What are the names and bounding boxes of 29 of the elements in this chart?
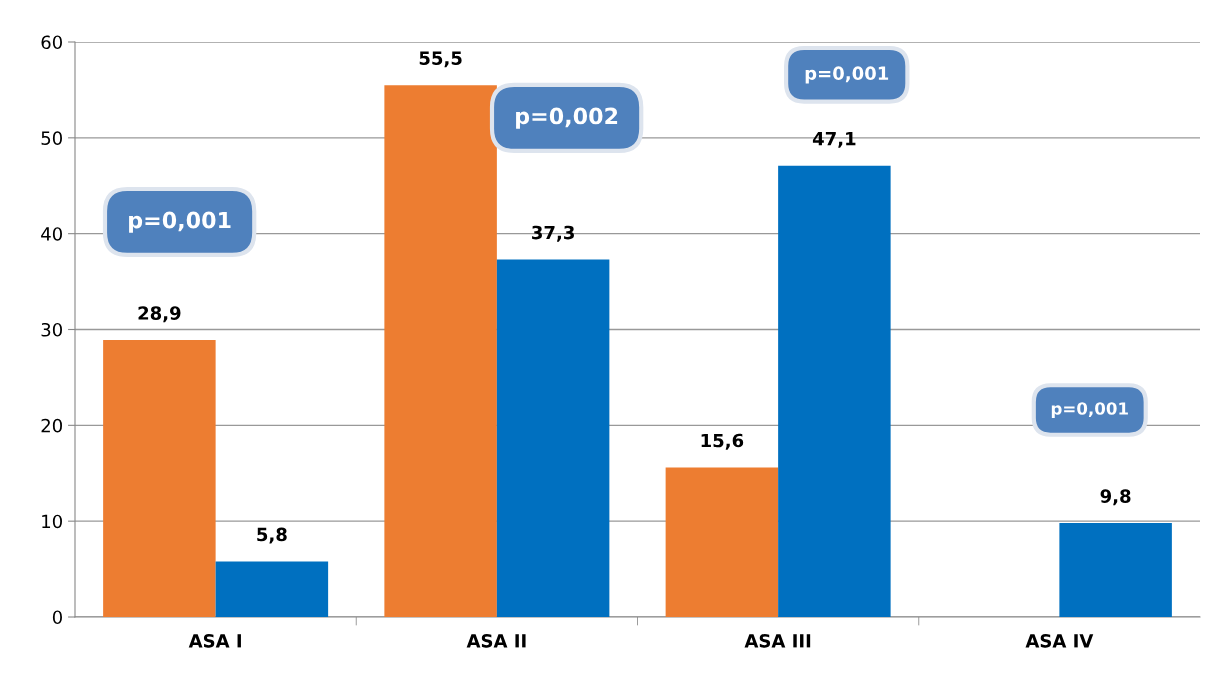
bar — [665, 467, 779, 617]
bar — [215, 561, 329, 617]
data-label: 15,6 — [701, 433, 744, 450]
x-tick-label: ASA III — [744, 633, 811, 648]
y-tick-label: 20 — [41, 418, 62, 433]
bar — [778, 165, 891, 617]
y-tick-label: 60 — [41, 35, 62, 50]
annotation: p=0,002 — [516, 107, 618, 129]
annotation: p=0,001 — [1051, 402, 1128, 419]
annotation: p=0,001 — [805, 66, 889, 84]
data-label: 37,3 — [532, 225, 574, 242]
bar — [1059, 523, 1172, 617]
annotation: p=0,001 — [129, 211, 231, 233]
x-tick-label: ASA II — [466, 633, 526, 648]
y-tick-label: 40 — [41, 227, 62, 241]
bar — [384, 85, 497, 617]
data-label: 5,8 — [257, 527, 287, 544]
data-label: 28,9 — [138, 306, 181, 323]
y-tick-label: 30 — [41, 322, 62, 337]
data-label: 9,8 — [1100, 489, 1131, 506]
data-label: 55,5 — [419, 51, 462, 68]
bar — [103, 340, 216, 617]
bar — [496, 259, 610, 617]
x-tick-label: ASA I — [188, 633, 241, 648]
data-label: 47,1 — [812, 132, 856, 148]
y-tick-label: 10 — [42, 514, 62, 529]
x-tick-label: ASA IV — [1025, 633, 1094, 648]
y-tick-label: 0 — [52, 610, 62, 625]
y-tick-label: 50 — [41, 131, 62, 145]
